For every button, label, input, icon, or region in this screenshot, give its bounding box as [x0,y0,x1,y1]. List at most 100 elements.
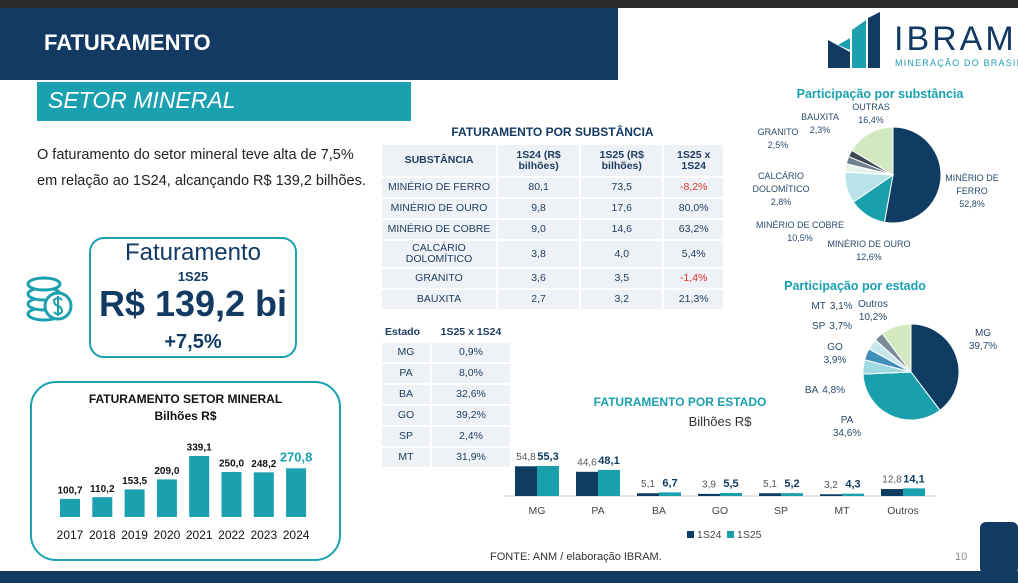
pie-label-value: 3,9% [823,355,847,366]
table-row: SP 2,4% [382,427,510,446]
pie-label-name: BA [804,385,819,396]
table-row: PA 8,0% [382,364,510,383]
x-tick-label: BA [652,505,666,517]
bar [659,492,681,496]
x-tick-label: SP [774,505,788,517]
x-tick-label: 2017 [57,528,84,542]
highlight-box [89,237,297,358]
table-cell: 80,1 [498,178,580,197]
data-label: 270,8 [280,450,313,465]
pie-label-value: 3,1% [829,301,853,312]
bar [221,472,242,517]
bar [598,469,620,496]
data-label: 5,1 [763,479,777,490]
pie-label-value: 4,8% [822,385,846,396]
x-tick-label: 2019 [121,528,148,542]
table-cell: PA [382,364,430,383]
data-label: 5,2 [784,478,799,490]
table-cell: 4,0 [581,241,663,267]
pie-label-name: Outros [857,299,888,310]
top-strip [0,0,1018,8]
pie-label-name: CALCÁRIO DOLOMÍTICO [752,171,810,194]
x-tick-label: Outros [887,505,919,517]
header-band [0,8,618,80]
chart-title: FATURAMENTO SETOR MINERAL [88,392,283,406]
x-tick-label: 2022 [218,528,245,542]
table-header-row: Estado 1S25 x 1S24 [382,323,510,341]
pie-slice [883,126,942,224]
table-cell: 9,0 [498,220,580,239]
x-tick-label: PA [591,505,604,517]
legend-swatch [687,531,694,538]
pie-slice [881,323,912,374]
table-cell: -8,2% [664,178,723,197]
page-number: 10 [955,551,968,563]
table-cell: MINÉRIO DE COBRE [382,220,496,239]
pie-label: Outros 10,2% [848,298,898,324]
bar [698,493,720,496]
pie-label-value: 2,5% [767,140,789,150]
footer-source: FONTE: ANM / elaboração IBRAM. [490,551,662,563]
table-cell: 3,8 [498,241,580,267]
table-cell: 8,0% [431,364,510,383]
data-label: 55,3 [537,451,558,463]
x-tick-label: MG [529,505,546,517]
pie-label: MINÉRIO DE OURO 12,6% [819,238,919,264]
data-label: 14,1 [903,473,924,485]
data-label: 48,1 [598,455,619,467]
data-label: 3,9 [702,480,716,491]
pie-label: SP 3,7% [802,320,862,333]
chart-title: Participação por estado [784,279,926,293]
table-header-cell: 1S24 (R$ bilhões) [498,145,580,176]
x-tick-label: 2021 [186,528,213,542]
highlight-value: R$ 139,2 bi [98,283,288,324]
x-tick-label: 2023 [250,528,277,542]
pie-label-value: 3,7% [829,321,853,332]
table-header-cell: 1S25 x 1S24 [664,145,723,176]
bar [156,479,177,517]
table-cell: 39,2% [431,406,510,425]
legend-label: 1S25 [737,529,762,541]
pie-label: GRANITO 2,5% [753,126,803,152]
data-label: 339,1 [187,443,212,454]
data-label: 248,2 [251,459,276,470]
pie-label-name: MT [811,301,826,312]
pie-label-name: MINÉRIO DE OURO [827,239,911,249]
logo-icon [828,12,880,68]
annual-chart-box [30,381,341,561]
table-cell: 80,0% [664,199,723,218]
pie-label: PA 34,6% [827,414,867,440]
table-row: MINÉRIO DE OURO 9,8 17,6 80,0% [382,199,723,218]
bar [92,497,113,517]
data-label: 3,2 [824,480,838,491]
table-cell: 2,4% [431,427,510,446]
table-cell: MT [382,448,430,467]
pie-label-value: 39,7% [968,341,998,352]
pie-label: CALCÁRIO DOLOMÍTICO 2,8% [746,170,816,209]
table-cell: MINÉRIO DE OURO [382,199,496,218]
table-cell: 3,6 [498,269,580,288]
section-band [37,82,411,121]
bar [881,489,903,496]
coins-icon [26,276,73,322]
pie-label-name: MG [974,328,992,339]
pie-label-name: MINÉRIO DE FERRO [945,173,999,196]
pie-label-value: 16,4% [858,115,884,125]
pie-label-value: 10,2% [858,312,888,323]
chart-title: FATURAMENTO POR ESTADO [593,395,767,409]
data-label: 12,8 [882,475,902,486]
state-table: Estado 1S25 x 1S24 MG 0,9% PA 8,0% BA 32,6% GO 39… [380,321,512,469]
corner-block [980,522,1018,574]
table-header-cell: 1S25 (R$ bilhões) [581,145,663,176]
pie-label-name: GO [827,342,843,353]
table-cell: 14,6 [581,220,663,239]
legend-label: 1S24 [697,529,722,541]
table-header-row: SUBSTÂNCIA 1S24 (R$ bilhões) 1S25 (R$ bilh… [382,145,723,176]
table-row: MINÉRIO DE COBRE 9,0 14,6 63,2% [382,220,723,239]
header-title: FATURAMENTO [44,30,211,55]
x-tick-label: 2020 [154,528,181,542]
table-header-cell: SUBSTÂNCIA [382,145,496,176]
data-label: 6,7 [662,477,677,489]
pie-label-value: 12,6% [856,252,882,262]
table-cell: MG [382,343,430,362]
